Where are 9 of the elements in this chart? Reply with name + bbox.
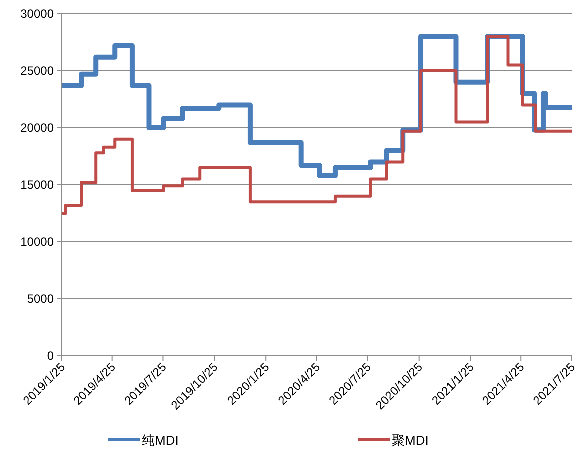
y-tick-label: 15000	[20, 178, 54, 192]
y-tick-label: 10000	[20, 235, 54, 249]
legend-label: 聚MDI	[392, 433, 429, 448]
legend-label: 纯MDI	[142, 433, 179, 448]
y-tick-label: 5000	[27, 292, 54, 306]
y-tick-label: 25000	[20, 64, 54, 78]
y-tick-label: 0	[47, 349, 54, 363]
y-tick-label: 30000	[20, 7, 54, 21]
y-tick-label: 20000	[20, 121, 54, 135]
